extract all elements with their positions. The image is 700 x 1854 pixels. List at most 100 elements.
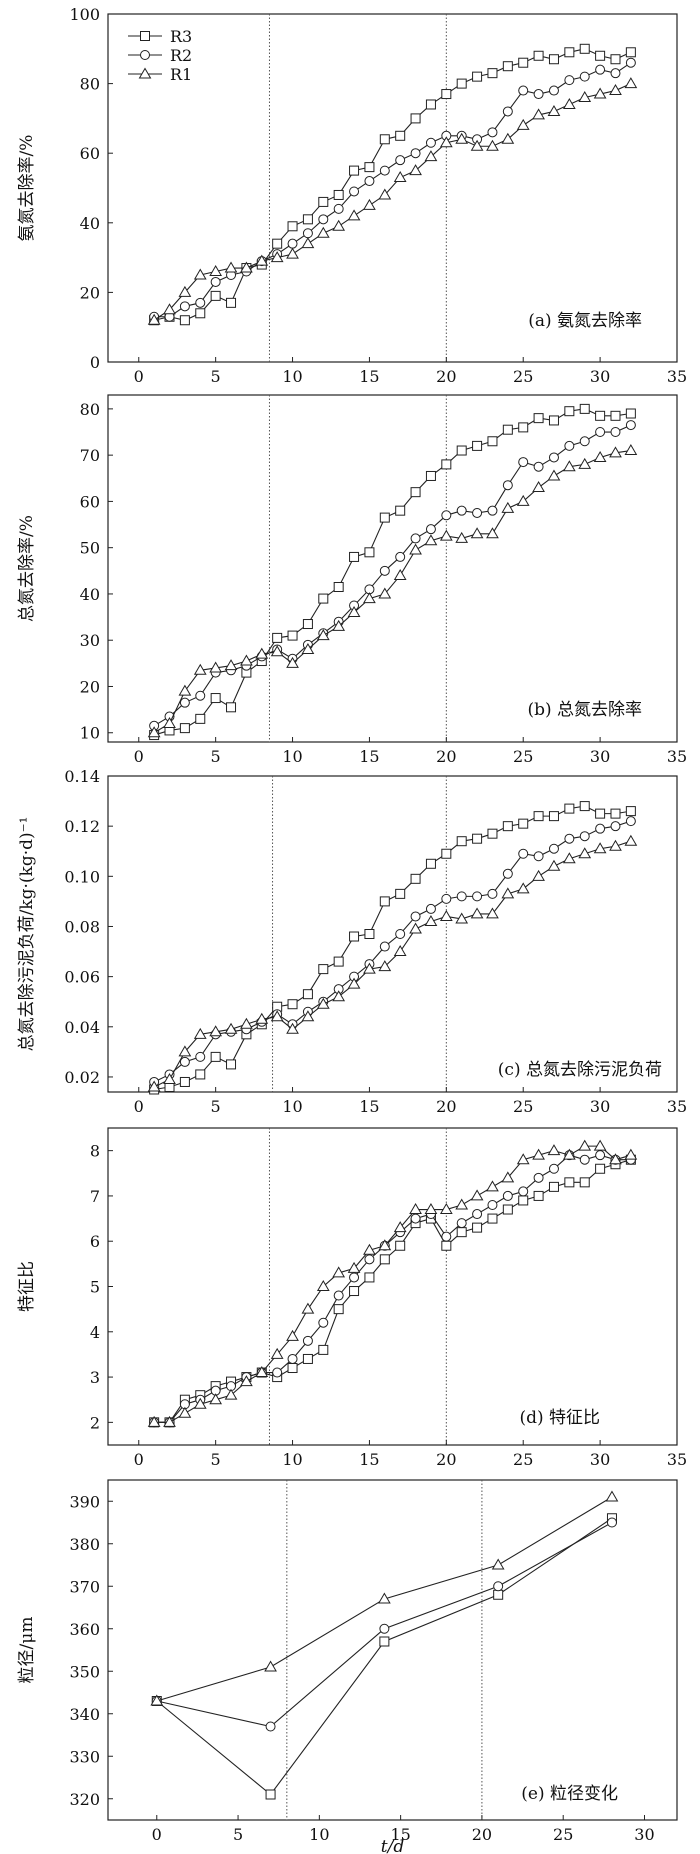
- data-point: [470, 139, 484, 151]
- data-point: [441, 1240, 452, 1251]
- data-point: [147, 313, 161, 325]
- data-point: [364, 1272, 375, 1283]
- data-point: [378, 188, 392, 200]
- data-point: [349, 165, 360, 176]
- data-point: [564, 406, 575, 417]
- data-point: [286, 1329, 299, 1341]
- data-point: [302, 214, 313, 225]
- data-point: [456, 78, 467, 89]
- x-tick-label: 25: [513, 367, 533, 386]
- data-point: [609, 1153, 622, 1165]
- y-tick-label: 0.12: [64, 817, 100, 836]
- data-point: [501, 132, 515, 144]
- data-point: [456, 1218, 467, 1229]
- data-point: [318, 1344, 329, 1355]
- series-line: [153, 840, 632, 1088]
- data-point: [595, 1163, 606, 1174]
- data-point: [410, 148, 421, 159]
- x-tick-label: 15: [359, 367, 379, 386]
- data-point: [518, 85, 529, 96]
- data-point: [564, 803, 575, 814]
- data-point: [302, 989, 313, 1000]
- data-point: [455, 1198, 469, 1210]
- data-point: [486, 907, 499, 919]
- x-tick-label: 30: [590, 1450, 610, 1469]
- data-point: [579, 436, 590, 447]
- data-point: [579, 1177, 590, 1188]
- y-tick-label: 80: [80, 400, 100, 419]
- data-point: [625, 47, 636, 58]
- data-point: [579, 1154, 590, 1165]
- data-point: [425, 137, 436, 148]
- data-point: [455, 132, 469, 144]
- x-tick-label: 5: [211, 367, 221, 386]
- series-line: [154, 805, 631, 1091]
- data-point: [605, 1490, 619, 1502]
- data-point: [178, 1045, 192, 1057]
- x-tick-label: 15: [359, 747, 379, 766]
- data-point: [472, 833, 483, 844]
- data-point: [349, 1272, 360, 1283]
- data-point: [347, 209, 361, 221]
- series-line: [153, 820, 632, 1083]
- data-point: [195, 713, 206, 724]
- data-point: [364, 929, 375, 939]
- data-point: [210, 290, 221, 301]
- y-tick-label: 0.10: [64, 867, 100, 886]
- data-point: [441, 459, 452, 470]
- y-tick-label: 0.04: [64, 1018, 100, 1037]
- data-point: [472, 71, 483, 82]
- data-point: [179, 697, 190, 708]
- data-point: [318, 593, 329, 604]
- data-point: [486, 139, 499, 151]
- data-point: [593, 87, 607, 99]
- data-point: [441, 893, 452, 904]
- data-point: [272, 1367, 283, 1378]
- data-point: [193, 1397, 207, 1409]
- data-point: [179, 301, 190, 312]
- data-point: [533, 1190, 544, 1201]
- x-axis-label: t/d: [381, 1837, 405, 1854]
- y-axis-label: 总氮去除率/%: [17, 515, 37, 622]
- data-point: [209, 1393, 223, 1405]
- data-point: [301, 1302, 315, 1314]
- data-point: [562, 460, 576, 472]
- data-point: [472, 507, 483, 518]
- data-point: [441, 1231, 452, 1242]
- data-point: [425, 99, 436, 110]
- x-tick-label: 35: [667, 1097, 687, 1116]
- data-point: [533, 50, 544, 61]
- x-tick-label: 10: [282, 367, 302, 386]
- data-point: [578, 91, 592, 103]
- panel-label: (e) 粒径变化: [521, 1784, 618, 1804]
- legend-label: R2: [170, 46, 192, 65]
- data-point: [265, 1789, 276, 1800]
- data-point: [163, 716, 176, 728]
- data-point: [595, 64, 606, 75]
- data-point: [363, 198, 376, 210]
- y-tick-label: 100: [69, 5, 100, 24]
- y-tick-label: 0.02: [64, 1068, 100, 1087]
- data-point: [287, 999, 298, 1010]
- data-point: [518, 848, 529, 859]
- data-point: [548, 1163, 559, 1174]
- data-point: [147, 1415, 161, 1427]
- data-point: [487, 1213, 498, 1224]
- data-point: [439, 909, 453, 921]
- series-line: [154, 62, 632, 318]
- data-point: [564, 75, 575, 86]
- series-line: [153, 408, 631, 736]
- data-point: [487, 1199, 498, 1210]
- data-point: [439, 529, 453, 541]
- data-point: [518, 1195, 529, 1206]
- data-point: [347, 1261, 361, 1273]
- data-point: [395, 551, 406, 562]
- data-point: [410, 113, 421, 124]
- data-point: [163, 1415, 176, 1427]
- data-point: [501, 1171, 515, 1183]
- data-point: [379, 941, 390, 952]
- data-point: [301, 642, 315, 654]
- data-point: [195, 1069, 206, 1080]
- data-point: [163, 1072, 176, 1084]
- data-point: [410, 1213, 421, 1224]
